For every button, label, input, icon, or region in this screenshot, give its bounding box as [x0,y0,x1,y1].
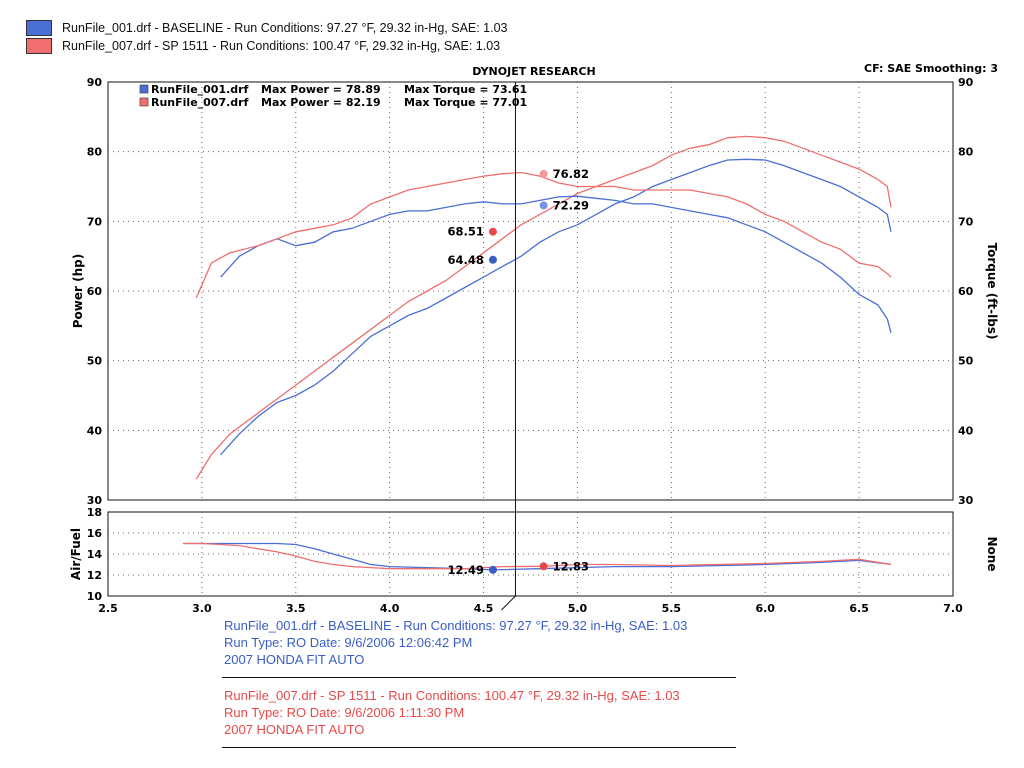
y2-tick-label: 40 [958,424,974,437]
x-tick-label: 5.0 [568,602,588,615]
torque-curve-sp1511 [195,171,892,299]
y-tick-label: 80 [87,146,103,159]
x-tick-label: 6.5 [849,602,869,615]
chart-legend-power: Max Power = 82.19 [261,96,381,109]
run-info-baseline: RunFile_001.drf - BASELINE - Run Conditi… [224,617,687,668]
chart-legend-file: RunFile_001.drf [151,83,249,96]
y-tick-label: 70 [87,215,103,228]
airfuel-y-tick-label: 16 [87,527,103,540]
power-curve-sp1511 [195,135,892,480]
power-curve-baseline [220,158,892,456]
chart-legend-swatch [139,84,149,94]
main-marker [539,169,548,178]
run-info-sp1511-vehicle: 2007 HONDA FIT AUTO [224,722,365,737]
x-tick-label: 4.5 [474,602,494,615]
chart-legend-file: RunFile_007.drf [151,96,249,109]
main-marker [488,255,497,264]
main-marker-label: 64.48 [448,253,484,267]
airfuel-marker [488,565,497,574]
legend-swatch-sp1511 [26,38,52,54]
airfuel-marker [539,562,548,571]
airfuel-curve-sp1511 [183,542,892,570]
y-tick-label: 90 [87,76,103,89]
main-marker-label: 72.29 [553,198,589,212]
run-info-sp1511: RunFile_007.drf - SP 1511 - Run Conditio… [224,687,680,738]
y-axis-label: Power (hp) [71,254,85,328]
y2-axis-label: Torque (ft-lbs) [985,243,999,340]
airfuel-y-tick-label: 14 [87,548,103,561]
airfuel-plot-frame [107,511,954,597]
legend-label-sp1511: RunFile_007.drf - SP 1511 - Run Conditio… [62,39,501,53]
y-tick-label: 40 [87,424,103,437]
y2-tick-label: 90 [958,76,974,89]
y2-tick-label: 70 [958,215,974,228]
airfuel-y-axis-label: Air/Fuel [69,528,83,580]
y2-tick-label: 60 [958,285,974,298]
legend-swatch-baseline [26,20,52,36]
chart-legend-torque: Max Torque = 77.01 [404,96,527,109]
airfuel-y2-axis-label: None [985,537,999,572]
main-marker-label: 68.51 [448,225,484,239]
chart-header-title: DYNOJET RESEARCH [472,65,595,78]
run-info-sp1511-date: Run Type: RO Date: 9/6/2006 1:11:30 PM [224,705,465,720]
x-tick-label: 6.0 [755,602,775,615]
main-marker-label: 76.82 [553,167,589,181]
y-tick-label: 60 [87,285,103,298]
x-tick-label: 4.0 [380,602,400,615]
x-tick-label: 3.5 [286,602,306,615]
divider [222,747,736,748]
legend-label-baseline: RunFile_001.drf - BASELINE - Run Conditi… [62,21,508,35]
run-info-sp1511-conditions: RunFile_007.drf - SP 1511 - Run Conditio… [224,688,680,703]
y2-tick-label: 50 [958,355,974,368]
airfuel-marker-label: 12.83 [553,559,589,573]
run-info-baseline-date: Run Type: RO Date: 9/6/2006 12:06:42 PM [224,635,473,650]
y2-tick-label: 80 [958,146,974,159]
x-tick-label: 5.5 [662,602,682,615]
legend-row-baseline: RunFile_001.drf - BASELINE - Run Conditi… [26,19,508,37]
divider [222,677,736,678]
chart-legend-torque: Max Torque = 73.61 [404,83,527,96]
legend-row-sp1511: RunFile_007.drf - SP 1511 - Run Conditio… [26,37,500,55]
airfuel-y-tick-label: 12 [87,569,102,582]
main-plot-frame [107,81,954,501]
airfuel-y-tick-label: 18 [87,506,102,519]
airfuel-y-tick-label: 10 [87,590,103,603]
y2-tick-label: 30 [958,494,974,507]
airfuel-curve-baseline [183,542,892,571]
x-tick-label: 7.0 [943,602,963,615]
cursor-line-tail [501,595,516,611]
airfuel-marker-label: 12.49 [448,563,484,577]
chart-header-settings: CF: SAE Smoothing: 3 [864,62,998,75]
y-tick-label: 30 [87,494,103,507]
chart-legend-swatch [139,97,149,107]
torque-curve-baseline [220,195,892,333]
run-info-baseline-vehicle: 2007 HONDA FIT AUTO [224,652,365,667]
main-marker [488,227,497,236]
x-tick-label: 2.5 [98,602,118,615]
x-tick-label: 3.0 [192,602,212,615]
main-marker [539,201,548,210]
run-info-baseline-conditions: RunFile_001.drf - BASELINE - Run Conditi… [224,618,688,633]
chart-legend-power: Max Power = 78.89 [261,83,381,96]
y-tick-label: 50 [87,355,103,368]
